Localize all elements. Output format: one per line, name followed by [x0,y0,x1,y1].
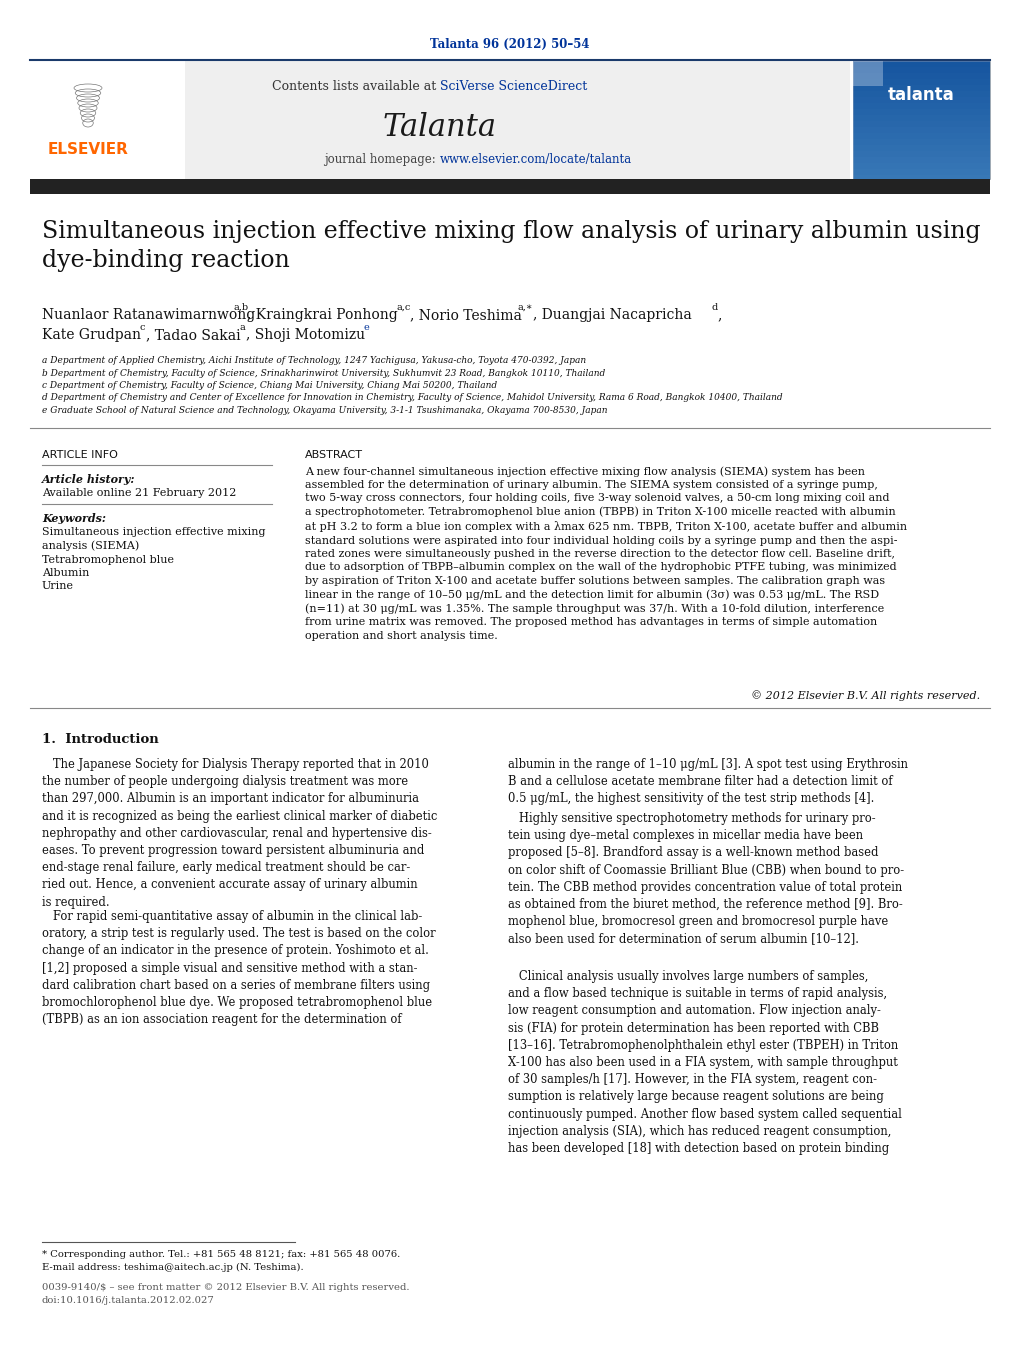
Text: ELSEVIER: ELSEVIER [48,142,128,158]
Text: c: c [140,323,146,332]
Text: a,c: a,c [396,303,411,312]
Bar [852,139,989,145]
Bar [852,78,989,85]
Text: a,∗: a,∗ [518,303,533,312]
Bar [852,176,989,181]
Text: Contents lists available at: Contents lists available at [271,81,439,93]
Text: d: d [711,303,717,312]
Text: Available online 21 February 2012: Available online 21 February 2012 [42,488,236,499]
Bar [852,115,989,122]
Text: e Graduate School of Natural Science and Technology, Okayama University, 3-1-1 T: e Graduate School of Natural Science and… [42,407,607,415]
Bar [852,145,989,151]
Bar [852,132,989,139]
Bar [852,157,989,163]
Text: albumin in the range of 1–10 μg/mL [3]. A spot test using Erythrosin
B and a cel: albumin in the range of 1–10 μg/mL [3]. … [507,758,907,805]
Text: Nuanlaor Ratanawimarnwong: Nuanlaor Ratanawimarnwong [42,308,255,322]
Bar [30,61,184,178]
Text: Kate Grudpan: Kate Grudpan [42,328,141,342]
Text: SciVerse ScienceDirect: SciVerse ScienceDirect [439,81,587,93]
Text: a,b: a,b [233,303,249,312]
Text: © 2012 Elsevier B.V. All rights reserved.: © 2012 Elsevier B.V. All rights reserved… [750,690,979,701]
Bar [852,151,989,157]
Bar [852,68,989,73]
Text: b Department of Chemistry, Faculty of Science, Srinakharinwirot University, Sukh: b Department of Chemistry, Faculty of Sc… [42,369,604,377]
Bar [852,163,989,169]
Text: talanta: talanta [887,86,954,104]
Bar [852,61,989,68]
Text: Article history:: Article history: [42,474,136,485]
Bar [852,91,989,97]
Text: Simultaneous injection effective mixing
analysis (SIEMA): Simultaneous injection effective mixing … [42,527,265,551]
Text: Simultaneous injection effective mixing flow analysis of urinary albumin using
d: Simultaneous injection effective mixing … [42,220,979,273]
Text: Keywords:: Keywords: [42,513,106,524]
Text: ARTICLE INFO: ARTICLE INFO [42,450,118,459]
Bar [852,122,989,127]
Text: Talanta: Talanta [382,112,496,142]
Text: , Norio Teshima: , Norio Teshima [410,308,522,322]
Bar [852,127,989,132]
Bar [30,61,849,178]
Bar [852,73,989,78]
Text: E-mail address: teshima@aitech.ac.jp (N. Teshima).: E-mail address: teshima@aitech.ac.jp (N.… [42,1263,304,1273]
Text: d Department of Chemistry and Center of Excellence for Innovation in Chemistry, : d Department of Chemistry and Center of … [42,393,782,403]
Text: 0039-9140/$ – see front matter © 2012 Elsevier B.V. All rights reserved.: 0039-9140/$ – see front matter © 2012 El… [42,1283,409,1292]
Text: Urine: Urine [42,581,74,590]
Bar [852,103,989,109]
Bar [30,178,989,195]
Text: Clinical analysis usually involves large numbers of samples,
and a flow based te: Clinical analysis usually involves large… [507,970,901,1155]
Text: , Tadao Sakai: , Tadao Sakai [146,328,240,342]
Bar [852,97,989,103]
Text: , Duangjai Nacapricha: , Duangjai Nacapricha [533,308,691,322]
Bar [852,85,989,91]
Text: e: e [364,323,370,332]
Text: , Kraingkrai Ponhong: , Kraingkrai Ponhong [247,308,397,322]
Text: A new four-channel simultaneous injection effective mixing flow analysis (SIEMA): A new four-channel simultaneous injectio… [305,466,906,640]
Text: Talanta 96 (2012) 50–54: Talanta 96 (2012) 50–54 [430,38,589,50]
Text: www.elsevier.com/locate/talanta: www.elsevier.com/locate/talanta [439,154,632,166]
Text: ABSTRACT: ABSTRACT [305,450,363,459]
Text: journal homepage:: journal homepage: [324,154,439,166]
Bar [852,61,989,178]
Text: For rapid semi-quantitative assay of albumin in the clinical lab-
oratory, a str: For rapid semi-quantitative assay of alb… [42,911,435,1027]
Text: The Japanese Society for Dialysis Therapy reported that in 2010
the number of pe: The Japanese Society for Dialysis Therap… [42,758,437,909]
Text: , Shoji Motomizu: , Shoji Motomizu [246,328,365,342]
Bar [852,169,989,176]
Text: Tetrabromophenol blue: Tetrabromophenol blue [42,555,174,565]
Bar [852,61,882,86]
Text: Albumin: Albumin [42,567,90,578]
Text: Highly sensitive spectrophotometry methods for urinary pro-
tein using dye–metal: Highly sensitive spectrophotometry metho… [507,812,903,946]
Text: a Department of Applied Chemistry, Aichi Institute of Technology, 1247 Yachigusa: a Department of Applied Chemistry, Aichi… [42,357,586,365]
Text: 1.  Introduction: 1. Introduction [42,734,159,746]
Text: a: a [239,323,246,332]
Text: ,: , [716,308,720,322]
Text: c Department of Chemistry, Faculty of Science, Chiang Mai University, Chiang Mai: c Department of Chemistry, Faculty of Sc… [42,381,496,390]
Bar [852,109,989,115]
Text: doi:10.1016/j.talanta.2012.02.027: doi:10.1016/j.talanta.2012.02.027 [42,1296,215,1305]
Text: * Corresponding author. Tel.: +81 565 48 8121; fax: +81 565 48 0076.: * Corresponding author. Tel.: +81 565 48… [42,1250,399,1259]
